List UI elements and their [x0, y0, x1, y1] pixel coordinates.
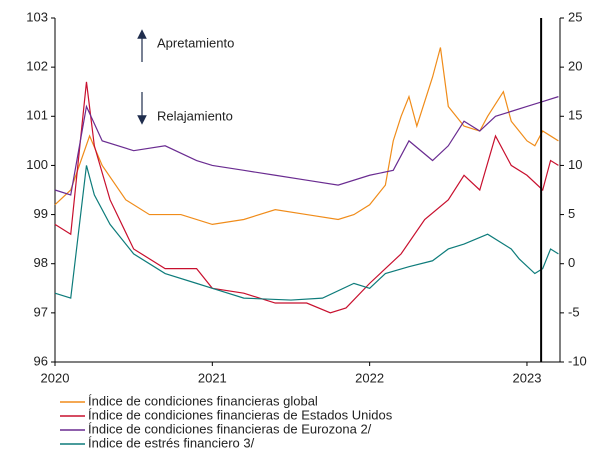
y-tick-label: 102: [26, 59, 48, 74]
series-line: [54, 81, 559, 314]
y-tick-label: 100: [26, 157, 48, 172]
annotation: Apretamiento: [157, 35, 234, 50]
y2-tick-label: -10: [568, 353, 587, 368]
series-line: [54, 165, 559, 301]
y-tick-label: 99: [34, 206, 48, 221]
y-tick-label: 96: [34, 353, 48, 368]
y2-tick-label: 20: [568, 59, 582, 74]
y2-tick-label: 10: [568, 157, 582, 172]
y2-tick-label: 5: [568, 206, 575, 221]
y-tick-label: 103: [26, 9, 48, 24]
y2-tick-label: 15: [568, 108, 582, 123]
y-tick-label: 98: [34, 255, 48, 270]
x-tick-label: 2022: [355, 370, 384, 385]
series-line: [54, 96, 559, 196]
x-tick-label: 2023: [513, 370, 542, 385]
legend-label: Índice de condiciones financieras de Eur…: [88, 421, 372, 436]
y2-tick-label: -5: [568, 304, 580, 319]
legend-label: Índice de estrés financiero 3/: [88, 435, 255, 450]
y2-tick-label: 0: [568, 255, 575, 270]
x-tick-label: 2021: [198, 370, 227, 385]
series-line: [54, 47, 559, 226]
y-tick-label: 101: [26, 108, 48, 123]
x-tick-label: 2020: [41, 370, 70, 385]
legend-label: Índice de condiciones financieras global: [88, 393, 318, 408]
y2-tick-label: 25: [568, 9, 582, 24]
y-tick-label: 97: [34, 304, 48, 319]
legend-label: Índice de condiciones financieras de Est…: [88, 407, 393, 422]
annotation: Relajamiento: [157, 108, 233, 123]
